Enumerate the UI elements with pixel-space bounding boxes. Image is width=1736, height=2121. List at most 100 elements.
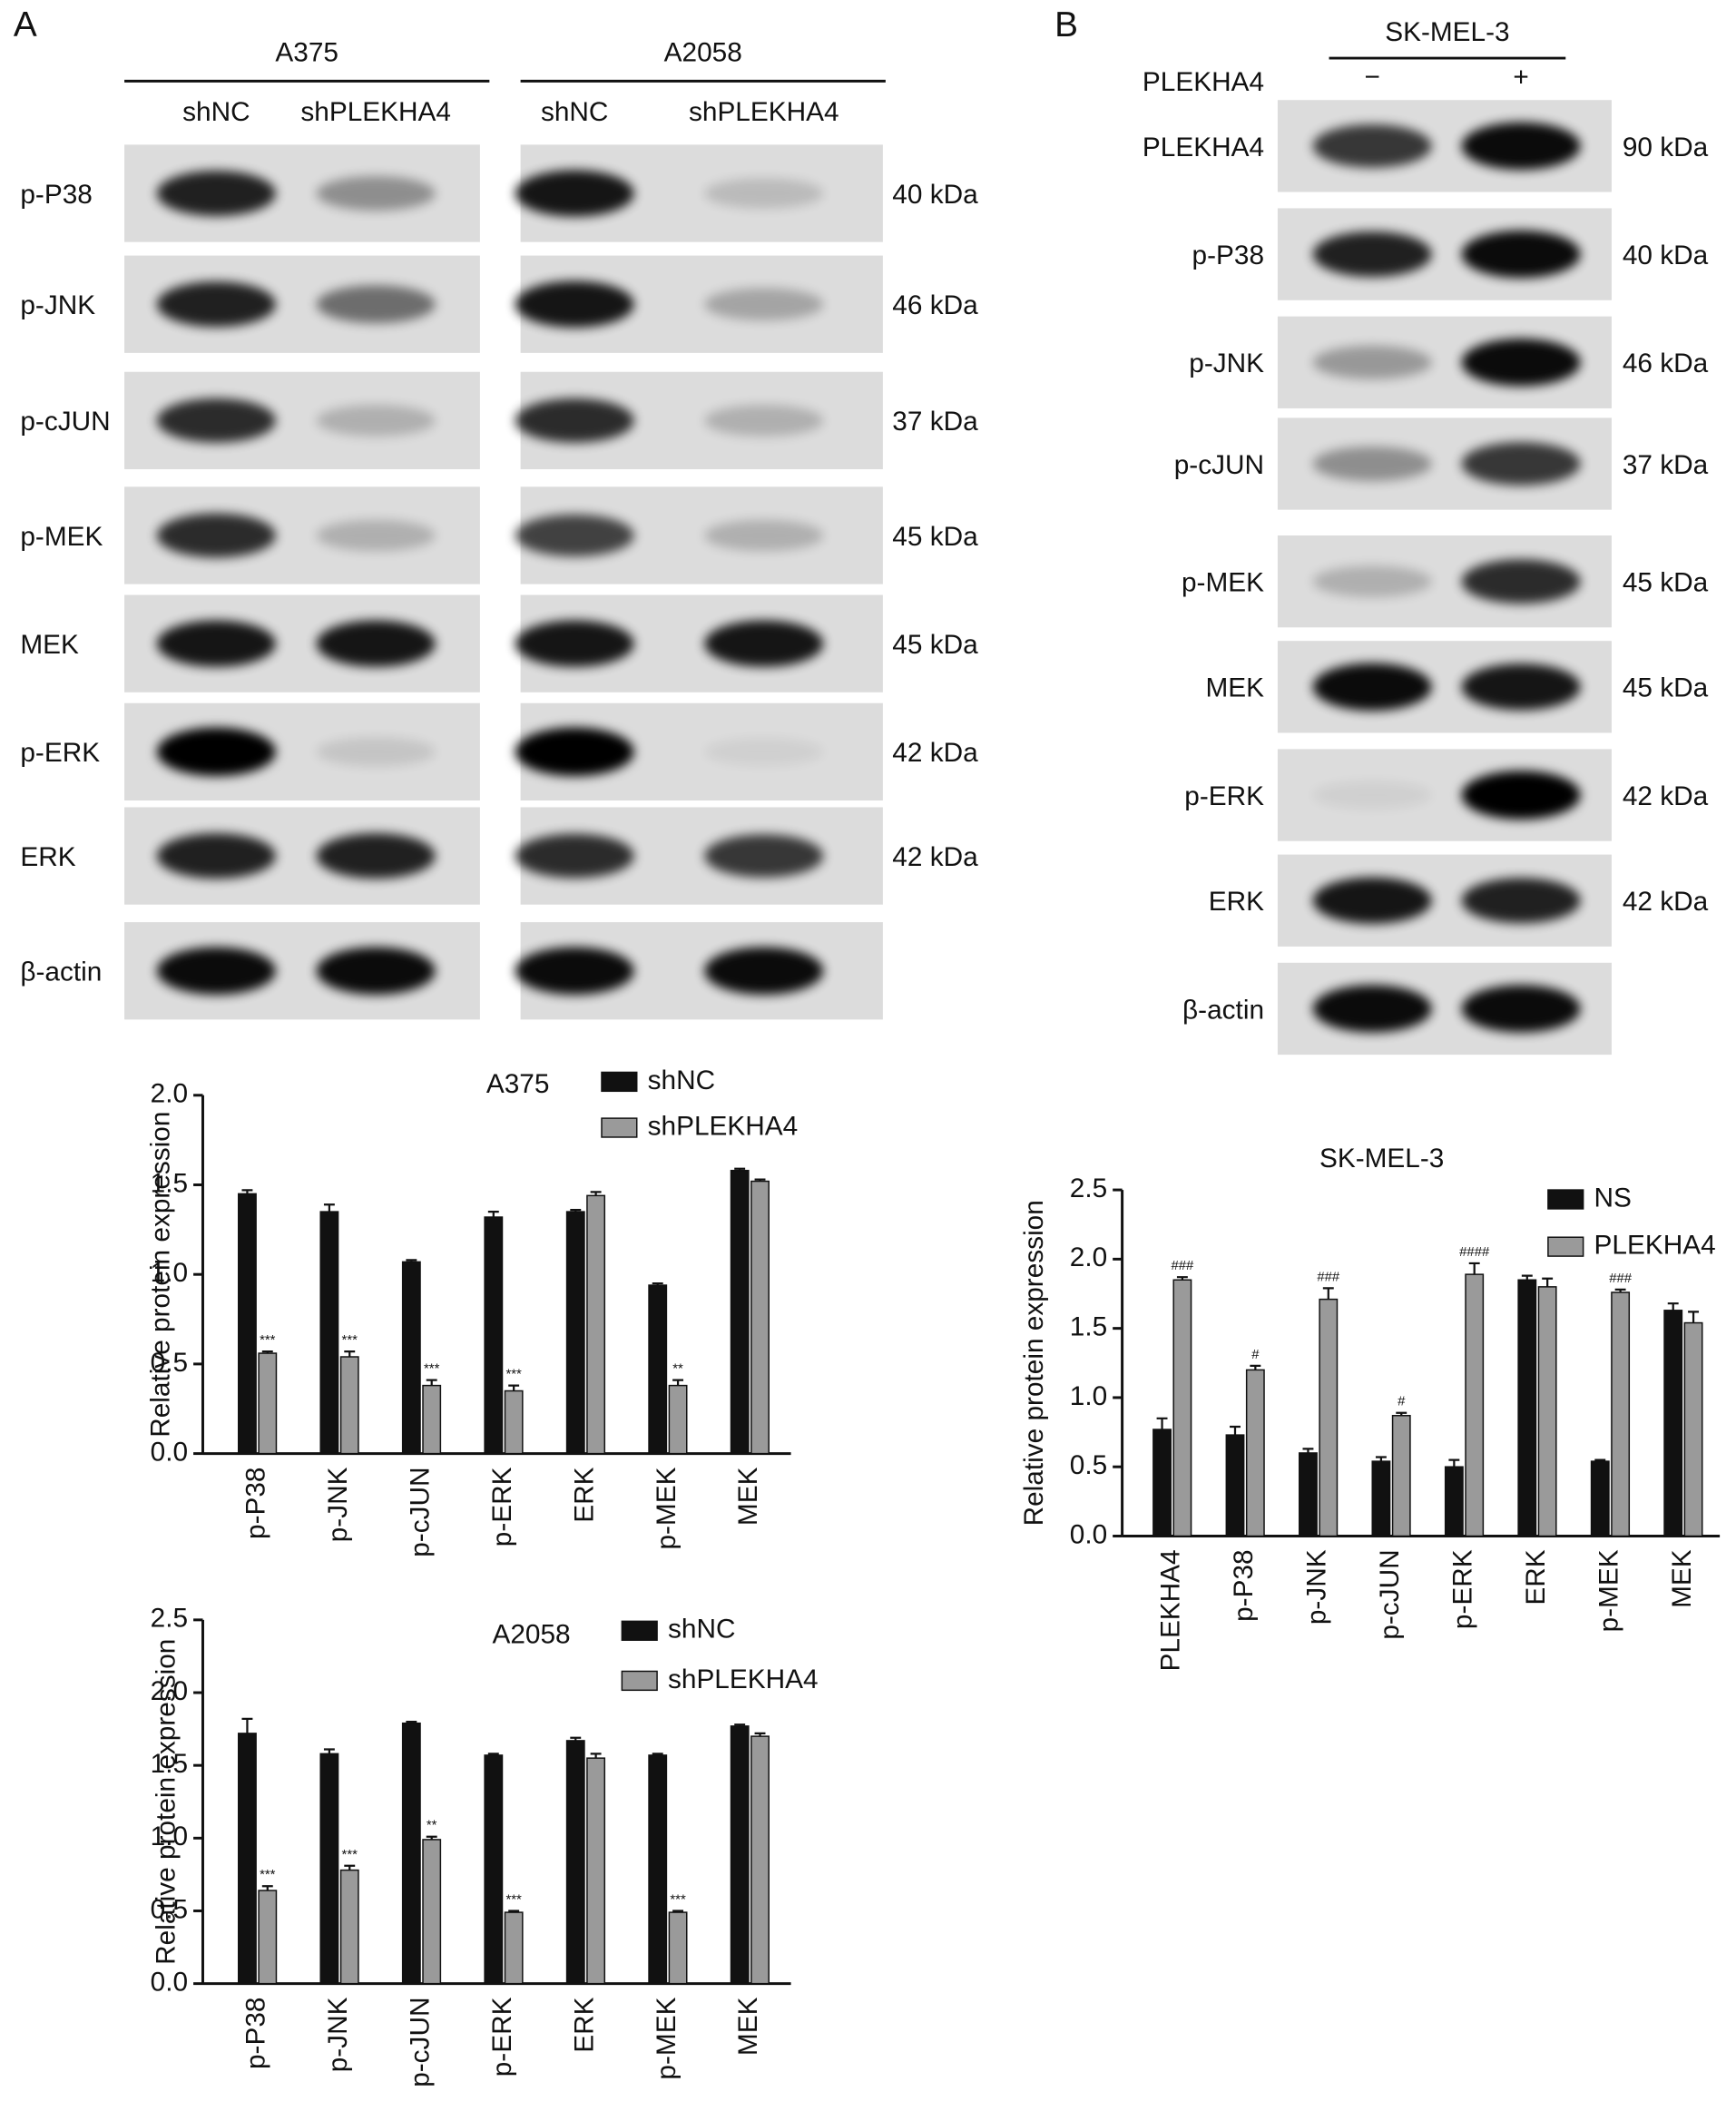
- error-bar: [323, 1203, 335, 1213]
- bar: [484, 1216, 504, 1455]
- band: [515, 727, 634, 777]
- bar: [1371, 1460, 1391, 1537]
- error-bar: [734, 1167, 746, 1171]
- bar: [1590, 1460, 1610, 1537]
- error-bar: [734, 1723, 746, 1726]
- significance: ***: [342, 1848, 358, 1862]
- bar: [339, 1356, 359, 1455]
- bar: [1391, 1415, 1411, 1537]
- bar: [586, 1757, 606, 1985]
- legend-swatch: [1547, 1236, 1584, 1257]
- significance: ***: [670, 1892, 686, 1907]
- x-tick-label: ERK: [569, 1997, 599, 2052]
- band: [515, 620, 634, 667]
- error-bar: [590, 1753, 602, 1759]
- error-bar: [261, 1350, 273, 1354]
- bar: [730, 1169, 750, 1455]
- bar: [504, 1911, 524, 1985]
- legend-label: shNC: [668, 1615, 735, 1645]
- error-bar: [1230, 1425, 1241, 1436]
- band: [1312, 781, 1432, 810]
- factor-label: PLEKHA4: [1143, 67, 1264, 97]
- kda-label: 45 kDa: [892, 522, 978, 552]
- error-bar: [754, 1178, 766, 1182]
- bar: [258, 1890, 278, 1985]
- x-tick-label: p-cJUN: [405, 1998, 435, 2087]
- band: [704, 405, 824, 437]
- error-bar: [487, 1753, 499, 1755]
- legend-swatch: [601, 1117, 638, 1138]
- band: [704, 288, 824, 321]
- band: [1312, 663, 1432, 712]
- band: [1312, 231, 1432, 278]
- band: [156, 171, 276, 217]
- y-tick-label: 1.0: [151, 1822, 188, 1851]
- x-tick-label: p-JNK: [323, 1467, 353, 1542]
- band: [156, 398, 276, 443]
- error-bar: [652, 1753, 663, 1755]
- legend-label: shPLEKHA4: [648, 1111, 799, 1141]
- band: [1461, 339, 1581, 387]
- band: [1312, 345, 1432, 379]
- error-bar: [241, 1717, 253, 1733]
- band: [1461, 663, 1581, 711]
- bar: [422, 1839, 442, 1985]
- protein-label: p-ERK: [20, 738, 100, 768]
- band: [316, 737, 436, 767]
- error-bar: [426, 1835, 437, 1840]
- condition-label: −: [1365, 62, 1380, 92]
- kda-label: 42 kDa: [892, 842, 978, 872]
- protein-label: p-JNK: [1189, 349, 1264, 378]
- condition-label: shPLEKHA4: [689, 97, 839, 127]
- band: [704, 737, 824, 766]
- error-bar: [1176, 1276, 1188, 1281]
- protein-label: p-P38: [1192, 241, 1264, 270]
- band: [156, 281, 276, 328]
- group-label: A375: [275, 37, 338, 67]
- legend-label: shNC: [648, 1065, 715, 1095]
- protein-label: p-MEK: [20, 522, 103, 552]
- y-tick-label: 1.5: [151, 1749, 188, 1779]
- significance: ###: [1609, 1272, 1633, 1286]
- legend-label: NS: [1594, 1183, 1632, 1213]
- bar: [648, 1284, 668, 1455]
- error-bar: [323, 1748, 335, 1754]
- significance: ###: [1317, 1270, 1340, 1284]
- error-bar: [344, 1350, 356, 1358]
- protein-label: p-JNK: [20, 290, 95, 320]
- kda-label: 42 kDa: [892, 738, 978, 768]
- bar: [238, 1733, 257, 1985]
- y-axis-label: Relative protein expression: [146, 1112, 176, 1438]
- protein-label: β-actin: [1182, 995, 1264, 1025]
- bar: [401, 1722, 421, 1985]
- band: [316, 833, 436, 879]
- y-tick-label: 2.0: [151, 1079, 188, 1109]
- x-tick-label: MEK: [733, 1467, 763, 1526]
- band: [1312, 877, 1432, 924]
- condition-label: +: [1513, 62, 1528, 92]
- protein-label: p-cJUN: [20, 407, 110, 437]
- error-bar: [590, 1191, 602, 1196]
- error-bar: [1156, 1417, 1168, 1430]
- error-bar: [1302, 1448, 1314, 1453]
- protein-label: ERK: [1209, 887, 1264, 917]
- error-bar: [1448, 1458, 1460, 1468]
- bar: [730, 1725, 750, 1985]
- significance: #: [1251, 1348, 1260, 1362]
- bar: [1299, 1452, 1318, 1537]
- band: [316, 620, 436, 667]
- kda-label: 40 kDa: [1623, 241, 1709, 270]
- x-tick-label: p-cJUN: [1375, 1549, 1405, 1639]
- error-bar: [570, 1736, 582, 1741]
- band: [704, 178, 824, 209]
- bar: [750, 1735, 770, 1985]
- group-label: A2058: [664, 37, 742, 67]
- kda-label: 40 kDa: [892, 180, 978, 210]
- protein-label: β-actin: [20, 957, 102, 987]
- bar: [1517, 1279, 1537, 1537]
- significance: ***: [424, 1362, 440, 1377]
- error-bar: [1250, 1364, 1261, 1370]
- bar: [1319, 1298, 1339, 1537]
- chart-title: SK-MEL-3: [1319, 1144, 1444, 1173]
- x-tick-label: MEK: [1667, 1549, 1697, 1608]
